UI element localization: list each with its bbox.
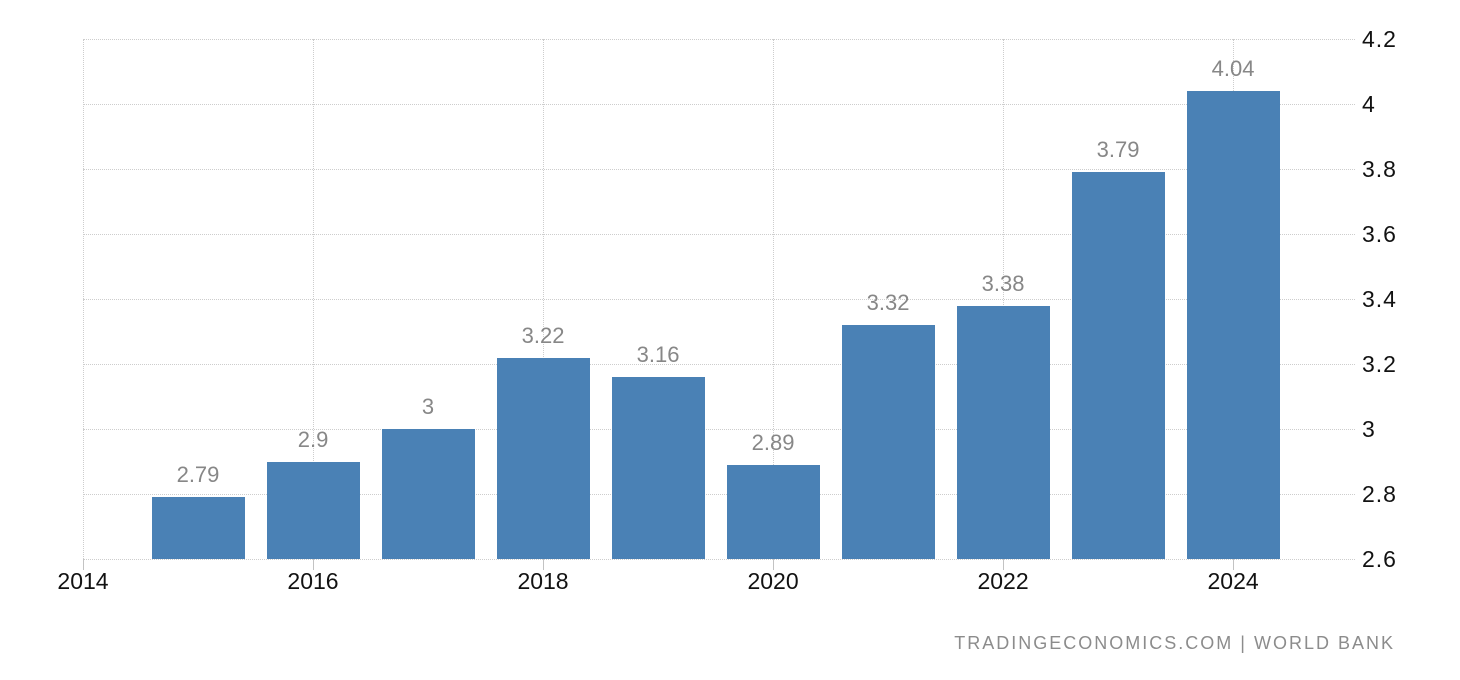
bar-value-label-2019: 3.16 — [636, 342, 680, 367]
bar-value-label-2024: 4.04 — [1211, 56, 1255, 81]
x-tick-label-2024: 2024 — [1207, 568, 1259, 594]
x-tick-label-2014: 2014 — [57, 568, 109, 594]
y-tick-label-4: 4 — [1362, 91, 1376, 117]
bar-value-label-2021: 3.32 — [866, 290, 910, 315]
v-gridline — [773, 39, 775, 559]
x-tick-mark — [543, 559, 545, 570]
h-gridline — [83, 299, 1355, 300]
y-tick-label-2.6: 2.6 — [1362, 546, 1397, 572]
h-gridline — [83, 494, 1355, 495]
h-gridline — [83, 39, 1355, 40]
bar-2016[interactable] — [266, 461, 360, 559]
x-tick-mark — [1003, 559, 1005, 570]
x-tick-label-2018: 2018 — [517, 568, 569, 594]
y-tick-label-3.2: 3.2 — [1362, 351, 1397, 377]
x-tick-mark — [313, 559, 315, 570]
bar-value-label-2022: 3.38 — [981, 270, 1025, 296]
h-gridline — [83, 364, 1355, 365]
h-gridline — [83, 234, 1355, 235]
bar-2018[interactable] — [496, 357, 590, 559]
x-tick-label-2016: 2016 — [287, 568, 339, 594]
y-tick-label-2.8: 2.8 — [1362, 481, 1397, 507]
bar-2017[interactable] — [381, 429, 475, 559]
h-gridline — [83, 429, 1355, 430]
v-gridline — [543, 39, 545, 559]
bar-2015[interactable] — [151, 497, 245, 559]
bar-2022[interactable] — [956, 305, 1050, 559]
bar-2020[interactable] — [726, 464, 820, 559]
bar-2024[interactable] — [1186, 91, 1280, 559]
v-gridline — [1003, 39, 1005, 559]
bar-value-label-2023: 3.79 — [1096, 137, 1140, 163]
x-tick-mark — [773, 559, 775, 570]
x-tick-mark — [1233, 559, 1235, 570]
bar-value-label-2017: 3 — [421, 394, 435, 419]
bar-value-label-2016: 2.9 — [297, 426, 329, 452]
y-tick-label-3.6: 3.6 — [1362, 221, 1397, 247]
y-tick-label-3.8: 3.8 — [1362, 156, 1397, 182]
y-tick-label-4.2: 4.2 — [1362, 26, 1397, 52]
h-gridline — [83, 169, 1355, 170]
bar-value-label-2015: 2.79 — [176, 462, 220, 488]
attribution-text: TRADINGECONOMICS.COM | WORLD BANK — [954, 633, 1395, 653]
bar-2023[interactable] — [1071, 172, 1165, 559]
bar-value-label-2020: 2.89 — [751, 429, 795, 455]
x-tick-label-2020: 2020 — [747, 568, 799, 594]
y-tick-label-3.4: 3.4 — [1362, 286, 1397, 312]
x-tick-label-2022: 2022 — [977, 568, 1029, 594]
bar-2019[interactable] — [611, 377, 705, 559]
v-gridline — [313, 39, 315, 559]
y-tick-label-3: 3 — [1362, 416, 1376, 442]
h-gridline — [83, 104, 1355, 105]
bar-value-label-2018: 3.22 — [521, 322, 565, 348]
bar-2021[interactable] — [841, 325, 935, 559]
h-gridline — [83, 559, 1355, 560]
x-tick-mark — [83, 559, 84, 570]
v-gridline — [83, 39, 84, 559]
